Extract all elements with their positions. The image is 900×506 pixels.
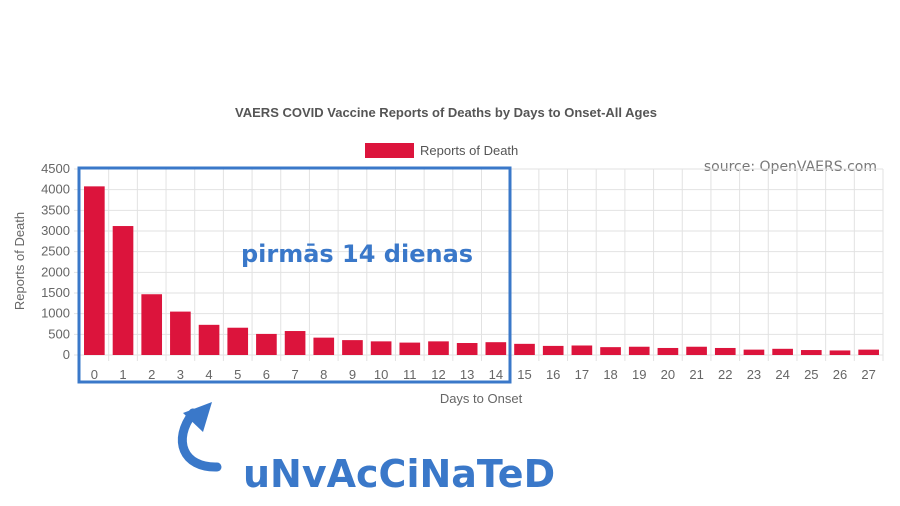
y-tick-label: 3000 [41, 223, 70, 238]
bar-day-6 [256, 333, 277, 355]
y-tick-label: 2500 [41, 244, 70, 259]
x-tick-label: 8 [320, 367, 327, 382]
y-tick-label: 4500 [41, 161, 70, 176]
bar-day-4 [198, 324, 220, 355]
x-tick-label: 25 [804, 367, 818, 382]
bar-day-0 [84, 186, 105, 355]
bar-day-14 [485, 342, 507, 355]
bar-day-24 [772, 348, 793, 355]
bar-day-12 [428, 341, 449, 355]
curved-arrow-icon [177, 402, 222, 472]
bar-day-3 [170, 311, 191, 355]
legend-swatch [365, 143, 414, 158]
y-tick-label: 1500 [41, 285, 70, 300]
y-tick-label: 0 [63, 347, 70, 362]
x-tick-label: 9 [349, 367, 356, 382]
x-tick-label: 23 [747, 367, 761, 382]
y-tick-label: 500 [48, 326, 70, 341]
bar-day-21 [686, 346, 707, 355]
legend-label: Reports of Death [420, 143, 518, 158]
bar-day-19 [628, 346, 650, 355]
x-tick-label: 11 [403, 367, 417, 382]
highlight-box [77, 166, 512, 384]
x-tick-label: 16 [546, 367, 560, 382]
x-tick-label: 5 [234, 367, 241, 382]
bars [84, 186, 879, 355]
x-tick-label: 12 [431, 367, 445, 382]
bar-day-27 [858, 349, 879, 355]
bar-day-25 [800, 350, 822, 355]
x-tick-label: 15 [517, 367, 531, 382]
x-tick-label: 27 [861, 367, 875, 382]
bar-day-15 [514, 343, 535, 355]
bar-day-17 [571, 345, 593, 355]
x-tick-label: 0 [91, 367, 98, 382]
x-tick-label: 19 [632, 367, 646, 382]
bar-day-8 [313, 337, 335, 355]
bar-day-5 [227, 327, 249, 355]
highlight-box-label: pirmās 14 dienas [241, 240, 473, 268]
bar-day-9 [342, 340, 363, 355]
y-tick-labels: 0 500 1000 1500 2000 2500 3000 3500 4000 4500 [41, 161, 70, 362]
x-tick-label: 10 [374, 367, 388, 382]
x-tick-label: 4 [205, 367, 212, 382]
y-tick-label: 2000 [41, 264, 70, 279]
y-tick-label: 1000 [41, 306, 70, 321]
x-tick-label: 24 [775, 367, 789, 382]
x-tick-label: 13 [460, 367, 474, 382]
y-axis-label: Reports of Death [12, 212, 27, 310]
x-tick-label: 22 [718, 367, 732, 382]
x-axis-label: Days to Onset [440, 391, 523, 406]
source-label: source: OpenVAERS.com [704, 159, 877, 175]
x-tick-label: 20 [661, 367, 675, 382]
bar-day-16 [542, 345, 564, 355]
x-tick-label: 21 [689, 367, 703, 382]
y-tick-label: 3500 [41, 202, 70, 217]
bottom-caption: uNvAcCiNaTeD [243, 452, 555, 496]
bar-day-11 [399, 342, 421, 355]
y-tick-label: 4000 [41, 182, 70, 197]
bar-day-13 [456, 343, 478, 355]
bar-day-23 [743, 349, 765, 355]
bar-day-18 [600, 347, 621, 355]
x-tick-label: 26 [833, 367, 847, 382]
x-tick-label: 17 [575, 367, 589, 382]
bar-day-1 [112, 226, 134, 355]
x-tick-label: 14 [489, 367, 503, 382]
chart-title: VAERS COVID Vaccine Reports of Deaths by… [235, 105, 657, 120]
x-tick-label: 7 [291, 367, 298, 382]
bar-day-2 [141, 294, 163, 355]
bar-day-7 [284, 331, 306, 355]
x-tick-label: 2 [148, 367, 155, 382]
x-tick-label: 6 [263, 367, 270, 382]
x-tick-labels: 0 1 2 3 4 5 6 7 8 9 10 11 12 13 14 15 16 17 18 19 20 21 22 23 24… [91, 367, 876, 382]
bar-day-20 [657, 347, 679, 355]
x-tick-label: 18 [603, 367, 617, 382]
x-tick-label: 1 [119, 367, 126, 382]
bar-day-26 [829, 350, 851, 355]
gridlines [74, 168, 884, 361]
bar-day-10 [370, 341, 392, 355]
bar-day-22 [714, 347, 736, 355]
x-tick-label: 3 [177, 367, 184, 382]
